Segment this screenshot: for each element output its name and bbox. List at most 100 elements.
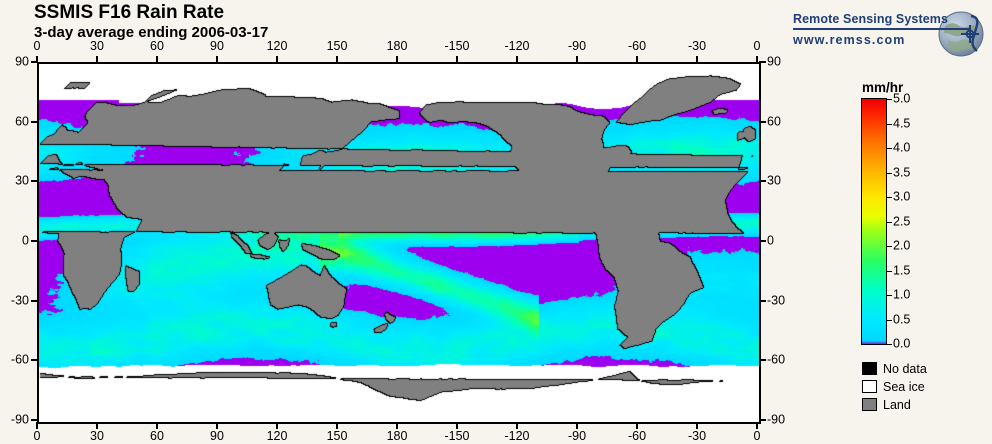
page-subtitle: 3-day average ending 2006-03-17	[34, 24, 269, 41]
x-axis-label-top: -120	[504, 39, 530, 53]
logo-text: Remote Sensing Systems www.remss.com	[793, 12, 969, 47]
colorbar-tick	[887, 222, 892, 223]
x-tick-bottom	[396, 422, 398, 429]
y-axis-label-right: -90	[767, 412, 786, 427]
x-tick-bottom	[636, 422, 638, 429]
y-axis-label-left: -90	[10, 412, 29, 427]
logo-website: www.remss.com	[793, 33, 906, 47]
x-axis-label-bottom: -150	[444, 429, 470, 443]
y-tick-right	[759, 419, 766, 421]
colorbar-unit-label: mm/hr	[862, 80, 904, 95]
x-axis-label-top: 30	[90, 39, 104, 53]
x-tick-bottom	[576, 422, 578, 429]
colorbar-tick	[887, 99, 892, 100]
colorbar-tick-label: 1.0	[893, 287, 911, 302]
legend-swatch-2	[862, 398, 877, 411]
colorbar-tick	[887, 173, 892, 174]
y-tick-left	[31, 120, 38, 123]
x-axis-label-top: -90	[567, 39, 587, 53]
x-tick-bottom	[516, 422, 518, 429]
colorbar-tick-label: 4.0	[893, 140, 911, 155]
x-tick-top	[576, 56, 578, 63]
y-axis-label-left: -30	[10, 293, 29, 308]
legend-item: Land	[862, 396, 988, 413]
y-tick-left	[31, 240, 38, 242]
rain-rate-map	[39, 64, 759, 422]
colorbar-tick-label: 3.5	[893, 165, 911, 179]
x-axis-label-top: -30	[687, 39, 707, 53]
x-tick-top	[216, 56, 218, 63]
colorbar-tick-label: 0.5	[893, 312, 911, 326]
x-tick-bottom	[156, 422, 158, 429]
map-legend: No data Sea ice Land	[862, 360, 988, 414]
x-axis-label-bottom: -60	[627, 429, 647, 443]
x-axis-label-bottom: 180	[386, 429, 408, 443]
colorbar-tick-label: 2.5	[893, 214, 911, 228]
remss-logo[interactable]: Remote Sensing Systems www.remss.com	[793, 8, 989, 58]
title-block: SSMIS F16 Rain Rate 3-day average ending…	[34, 2, 554, 42]
y-tick-left	[31, 359, 38, 362]
legend-label: No data	[883, 361, 927, 376]
x-axis-label-bottom: 30	[90, 429, 104, 443]
y-axis-label-right: -60	[767, 352, 786, 367]
x-axis-label-top: 180	[386, 39, 408, 53]
page-title: SSMIS F16 Rain Rate	[34, 2, 225, 23]
y-axis-label-right: 90	[767, 54, 781, 69]
x-tick-bottom	[216, 422, 218, 429]
y-tick-left	[31, 61, 38, 63]
y-tick-right	[759, 359, 766, 362]
colorbar-tick	[887, 197, 892, 198]
y-axis-label-left: 30	[15, 173, 29, 188]
colorbar-tick	[887, 148, 892, 149]
colorbar-tick	[887, 246, 892, 247]
x-axis-label-bottom: 90	[210, 429, 224, 443]
colorbar	[861, 98, 887, 345]
x-tick-top	[156, 56, 158, 63]
x-axis-label-top: 90	[210, 39, 224, 53]
y-axis-label-right: 0	[767, 233, 774, 248]
x-axis-label-bottom: -30	[687, 429, 707, 443]
y-tick-right	[759, 240, 766, 242]
x-axis-label-bottom: -120	[504, 429, 530, 443]
x-tick-bottom	[696, 422, 698, 429]
x-tick-top	[516, 56, 518, 63]
colorbar-tick-label: 5.0	[893, 91, 911, 106]
x-axis-label-top: -150	[444, 39, 470, 53]
legend-swatch-1	[862, 380, 877, 393]
y-tick-left	[31, 299, 38, 302]
y-tick-left	[31, 419, 38, 421]
x-axis-label-bottom: 150	[326, 429, 348, 443]
y-tick-left	[31, 180, 38, 183]
colorbar-tick-label: 1.5	[893, 263, 911, 277]
y-axis-label-right: 30	[767, 173, 781, 188]
logo-company-name: Remote Sensing Systems	[793, 12, 949, 26]
x-axis-label-bottom: 0	[33, 429, 41, 443]
x-tick-top	[696, 56, 698, 63]
x-axis-label-bottom: -90	[567, 429, 587, 443]
x-axis-label-top: 60	[150, 39, 164, 53]
y-axis-label-left: -60	[10, 352, 29, 367]
legend-item: No data	[862, 360, 988, 377]
y-axis-label-right: -30	[767, 293, 786, 308]
x-tick-top	[36, 56, 38, 63]
y-tick-right	[759, 61, 766, 63]
x-tick-top	[336, 56, 338, 63]
globe-icon	[935, 8, 987, 60]
colorbar-tick	[887, 271, 892, 272]
x-tick-bottom	[456, 422, 458, 429]
y-axis-label-left: 60	[15, 114, 29, 129]
x-axis-label-bottom: 0	[753, 429, 761, 443]
x-axis-label-bottom: 60	[150, 429, 164, 443]
x-tick-top	[456, 56, 458, 63]
colorbar-tick	[887, 320, 892, 321]
map-plot-area[interactable]	[37, 62, 761, 424]
colorbar-tick-label: 0.0	[893, 336, 911, 351]
x-axis-label-top: -60	[627, 39, 647, 53]
legend-swatch-0	[862, 362, 877, 375]
x-axis-label-top: 0	[753, 39, 761, 53]
y-tick-right	[759, 299, 766, 302]
x-tick-top	[396, 56, 398, 63]
x-axis-label-top: 0	[33, 39, 41, 53]
x-tick-top	[96, 56, 98, 63]
